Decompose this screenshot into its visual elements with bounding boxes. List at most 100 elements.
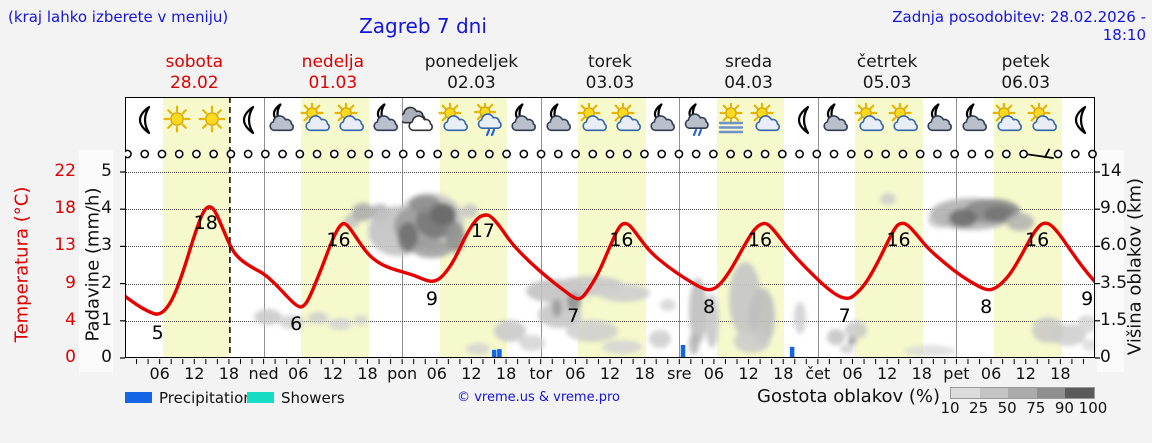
density-tick-label: 10 (940, 399, 960, 417)
hour-tick-label: 06 (426, 364, 447, 383)
location-hint: (kraj lahko izberete v meniju) (8, 8, 229, 26)
fog-sun-icon (714, 103, 748, 137)
showers-legend-swatch (247, 392, 274, 403)
sun-cloud-icon (887, 103, 921, 137)
temp-min-label: 7 (838, 304, 851, 327)
precipitation-tick-label: 2 (101, 272, 112, 293)
hour-tick-label: 12 (599, 364, 621, 383)
day-date: 03.03 (585, 73, 635, 93)
hour-tick-label: 18 (218, 364, 240, 383)
temperature-tick-label: 18 (54, 198, 76, 219)
day-boundary-label: sre (667, 364, 692, 383)
gridline (125, 209, 1095, 211)
hour-tick-label: 12 (1015, 364, 1036, 383)
hour-tick-label: 06 (980, 364, 1002, 383)
temp-min-label: 5 (151, 321, 164, 344)
temp-min-label: 7 (567, 304, 580, 327)
density-segment (951, 388, 980, 398)
sun-cloud-icon (1026, 103, 1060, 137)
cloud-height-tick-label: 3.5 (1100, 272, 1128, 293)
day-header: sreda 04.03 (724, 52, 773, 94)
day-separator-line (817, 97, 819, 358)
precipitation-legend-swatch (125, 392, 152, 403)
temp-max-label: 16 (326, 228, 351, 251)
temp-max-label: 16 (609, 228, 634, 251)
moon-cloud-icon (541, 103, 575, 137)
hour-tick-label: 18 (357, 364, 378, 383)
sun-icon (160, 103, 194, 137)
day-date: 02.03 (447, 73, 496, 93)
day-date: 05.03 (862, 73, 912, 93)
day-boundary-label: pet (943, 364, 970, 383)
day-header: torek 03.03 (586, 52, 635, 94)
moon-icon (1061, 103, 1095, 137)
density-segment (979, 388, 1009, 398)
cloud-density-field (254, 193, 1095, 357)
day-header: ponedeljek 02.03 (425, 52, 518, 94)
temperature-tick-label: 4 (65, 309, 76, 330)
clouds-icon (402, 103, 436, 137)
sun-cloud-rain-icon (472, 103, 506, 137)
copyright-link[interactable]: © vreme.us & vreme.pro (457, 390, 620, 405)
hour-tick-label: 18 (1050, 364, 1071, 383)
temp-max-label: 16 (747, 228, 773, 251)
sun-cloud-icon (576, 103, 610, 137)
day-boundary-label: ned (248, 364, 279, 383)
moon-cloud-icon (645, 103, 679, 137)
moon-cloud-icon (264, 103, 298, 137)
temperature-axis-title: Temperatura (°C) (11, 186, 33, 343)
cloud-height-tick-label: 9.0 (1100, 198, 1128, 219)
day-separator-line (263, 97, 265, 358)
showers-legend-label: Showers (281, 389, 345, 407)
density-tick-label: 100 (1078, 399, 1108, 417)
day-date: 04.03 (724, 73, 773, 93)
left-axis-strip (79, 150, 113, 372)
day-header: četrtek 05.03 (857, 52, 917, 94)
precipitation-bars (491, 344, 795, 358)
moon-icon (784, 103, 818, 137)
cloud-height-tick-label: 14 (1100, 161, 1122, 181)
day-name: sreda (724, 52, 773, 72)
temp-min-label: 9 (1081, 287, 1094, 310)
sun-cloud-icon (299, 103, 333, 137)
day-name: sobota (165, 52, 224, 72)
day-name: četrtek (856, 52, 918, 72)
day-header: nedelja 01.03 (302, 52, 364, 94)
hour-tick-label: 06 (565, 364, 586, 383)
precipitation-tick-label: 0 (101, 347, 112, 367)
hour-tick-label: 18 (911, 364, 932, 383)
temperature-tick-label: 9 (65, 272, 76, 293)
temp-max-label: 16 (1025, 228, 1050, 251)
day-name: torek (587, 52, 632, 72)
density-segment (1065, 388, 1094, 398)
moon-icon (229, 103, 263, 137)
hour-tick-label: 06 (842, 364, 863, 383)
day-boundary-label: čet (805, 364, 831, 383)
moon-cloud-icon (922, 103, 956, 137)
precipitation-tick-label: 1 (101, 309, 112, 330)
moon-cloud-icon (368, 103, 402, 137)
last-update: Zadnja posodobitev: 28.02.2026 - 18:10 (892, 8, 1146, 44)
temp-min-label: 9 (425, 287, 438, 310)
hour-tick-label: 12 (322, 364, 344, 383)
precipitation-tick-label: 4 (101, 198, 112, 219)
hour-tick-label: 06 (703, 364, 725, 383)
sun-cloud-icon (437, 103, 471, 137)
daytime-band (578, 97, 646, 358)
day-header: sobota 28.02 (166, 52, 224, 94)
temp-max-label: 17 (470, 220, 495, 243)
temp-min-label: 6 (290, 313, 303, 336)
temp-min-label: 8 (702, 296, 716, 319)
page-title: Zagreb 7 dni (359, 14, 487, 38)
moon-cloud-icon (506, 103, 540, 137)
hour-tick-label: 12 (184, 364, 205, 383)
day-date: 28.02 (169, 73, 219, 93)
day-boundary-label: tor (529, 364, 553, 383)
density-tick-label: 75 (1026, 399, 1046, 417)
day-separator-line (540, 97, 542, 358)
day-header: petek 06.03 (1001, 52, 1050, 94)
sun-cloud-icon (749, 103, 783, 137)
hour-tick-label: 12 (876, 364, 898, 383)
sun-cloud-icon (853, 103, 887, 137)
